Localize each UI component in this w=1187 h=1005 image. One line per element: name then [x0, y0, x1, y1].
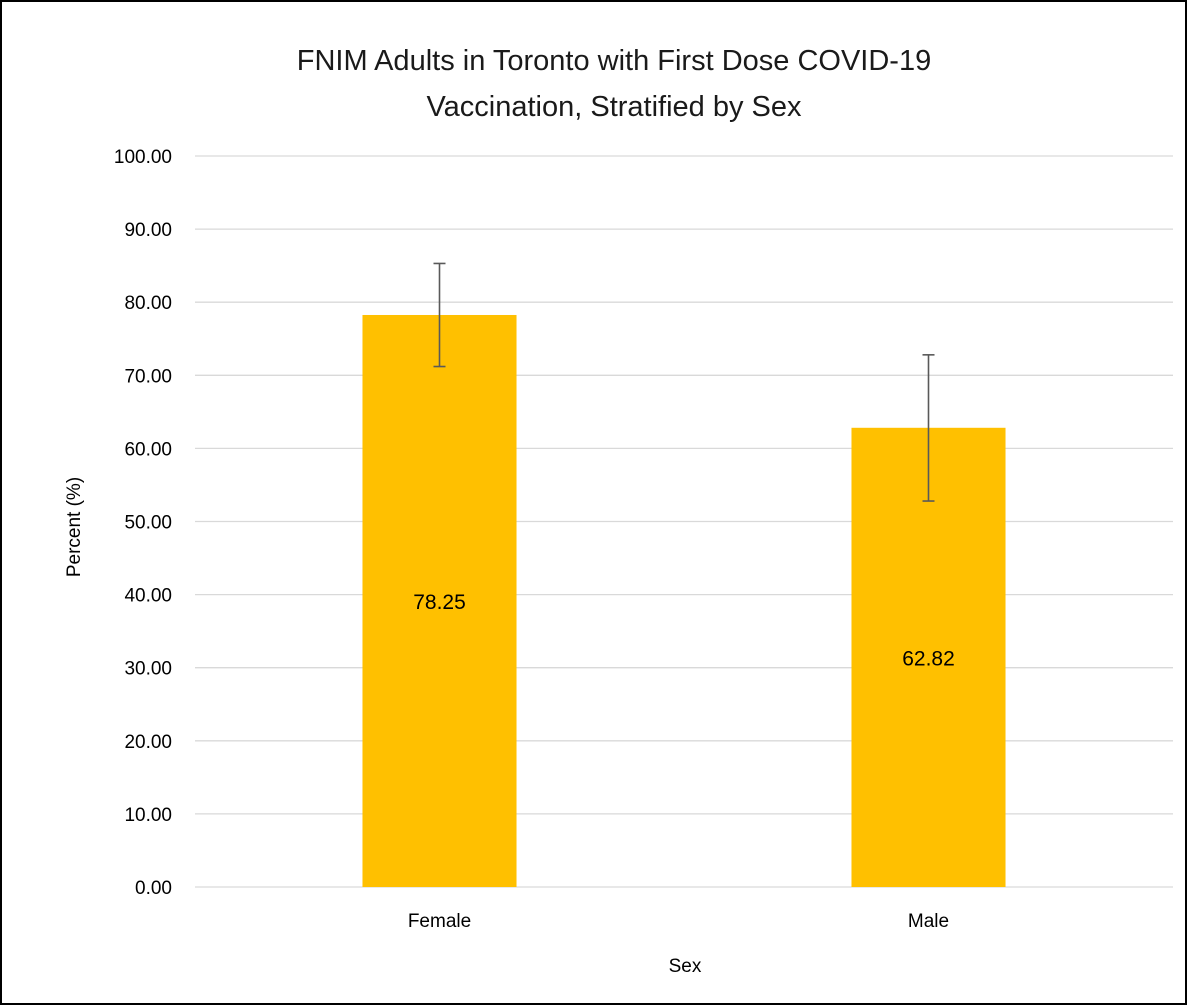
data-labels: 78.25 62.82 — [413, 591, 955, 670]
chart-title-line-2: Vaccination, Stratified by Sex — [426, 91, 802, 123]
y-tick-label: 30.00 — [124, 659, 172, 680]
y-tick-label: 20.00 — [124, 732, 172, 753]
x-category-labels: Female Male — [408, 911, 949, 932]
y-tick-label: 80.00 — [124, 293, 172, 314]
error-bars — [433, 262, 935, 502]
data-label-male: 62.82 — [902, 647, 955, 670]
x-axis-title: Sex — [669, 956, 702, 977]
y-tick-label: 10.00 — [124, 805, 172, 826]
gridlines — [195, 155, 1173, 888]
y-tick-label: 50.00 — [124, 513, 172, 534]
y-tick-label: 100.00 — [114, 147, 172, 168]
x-category-label: Male — [908, 911, 949, 932]
y-tick-label: 60.00 — [124, 439, 172, 460]
y-tick-label: 40.00 — [124, 586, 172, 607]
y-axis-title: Percent (%) — [64, 477, 85, 577]
chart-title-line-1: FNIM Adults in Toronto with First Dose C… — [297, 45, 931, 77]
x-category-label: Female — [408, 911, 471, 932]
y-tick-label: 70.00 — [124, 366, 172, 387]
bar-female — [362, 314, 517, 887]
bar-male — [851, 427, 1006, 887]
y-tick-label: 0.00 — [135, 878, 172, 899]
data-label-female: 78.25 — [413, 591, 466, 614]
y-tick-label: 90.00 — [124, 220, 172, 241]
bars — [362, 314, 1006, 887]
y-tick-labels: 0.00 10.00 20.00 30.00 40.00 50.00 60.00 70.00 8… — [114, 147, 172, 899]
